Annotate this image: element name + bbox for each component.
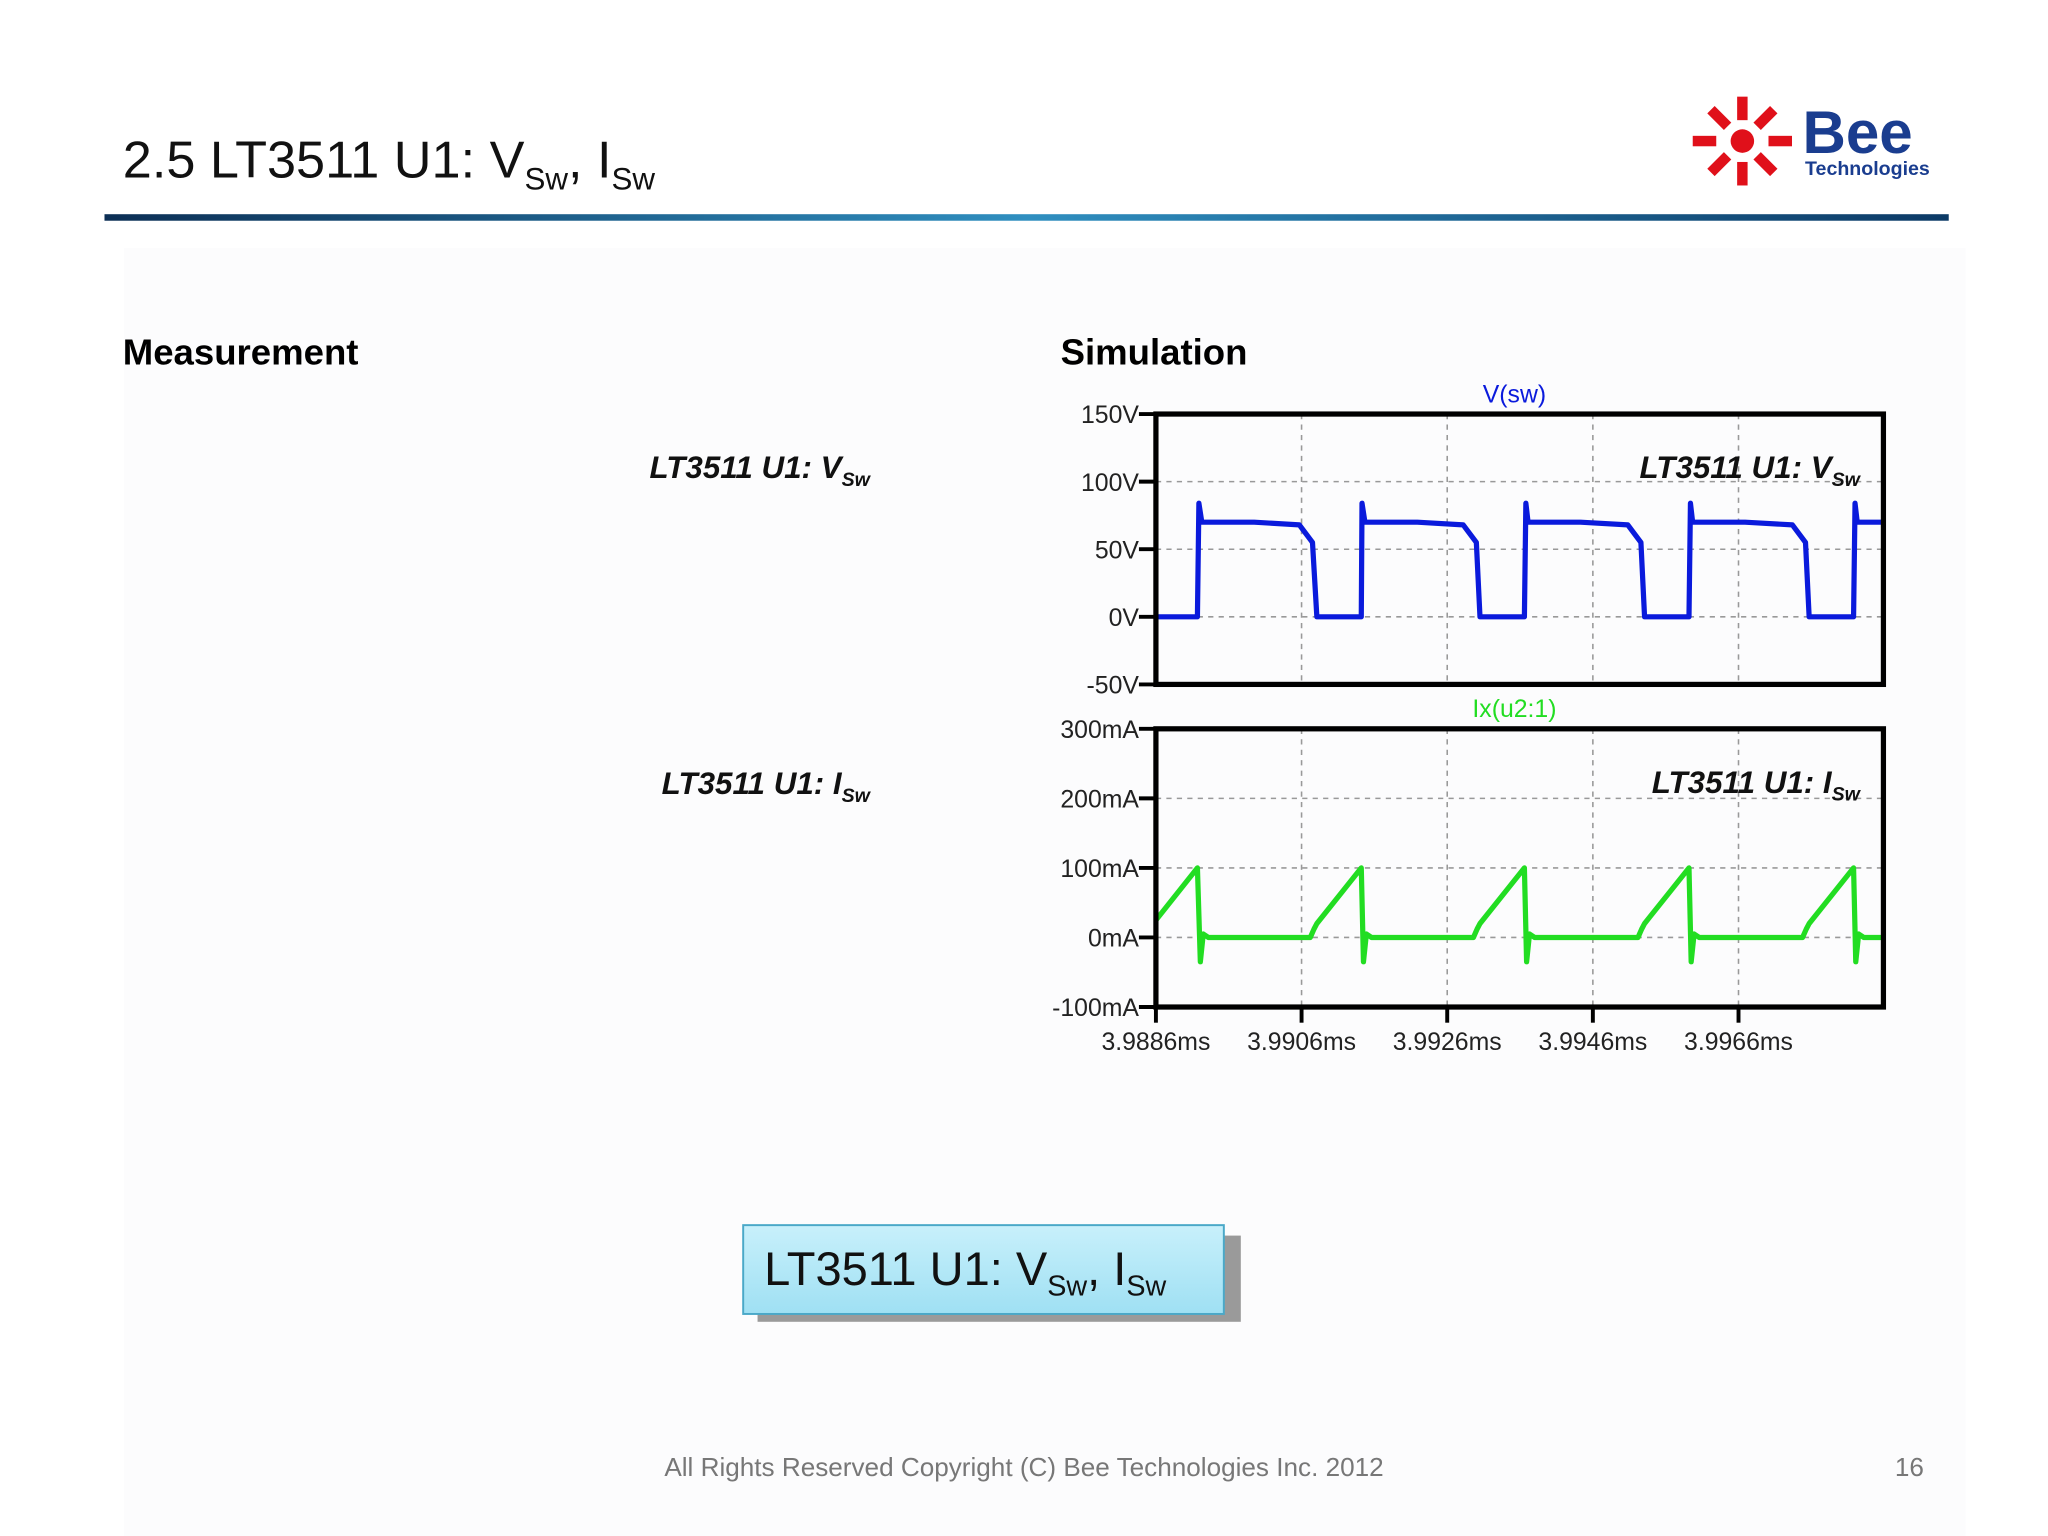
- chart: 150V 100V 50V 0V -50V V(sw) LT3511 U1: VSw: [1081, 381, 1887, 700]
- label-sub: Sw: [842, 469, 872, 491]
- series-label: V(sw): [1483, 381, 1546, 408]
- chart-annotation: LT3511 U1: VSw: [1640, 450, 1862, 491]
- title-rule: [104, 214, 1949, 221]
- y-tick-label: 300mA: [1060, 717, 1139, 744]
- label-text: LT3511 U1: V: [649, 450, 844, 485]
- logo-tagline: Technologies: [1805, 158, 1930, 180]
- annotation-sub: Sw: [1832, 784, 1862, 806]
- y-tick-label: 200mA: [1060, 787, 1139, 814]
- y-tick-label: -50V: [1087, 673, 1140, 700]
- callout-main: LT3511 U1: V: [764, 1242, 1048, 1295]
- logo: [1692, 96, 1792, 186]
- x-tick-label: 3.9966ms: [1684, 1029, 1793, 1056]
- y-tick-label: 0mA: [1088, 926, 1139, 953]
- y-tick-label: 50V: [1095, 537, 1140, 564]
- callout-box: [742, 1224, 1225, 1315]
- section-heading: Simulation: [1061, 331, 1248, 372]
- annotation-text: LT3511 U1: V: [1640, 450, 1835, 485]
- series-line: [1153, 865, 1884, 965]
- y-tick-label: 0V: [1109, 605, 1140, 632]
- series-line: [1155, 500, 1884, 620]
- y-tick-label: 100mA: [1060, 856, 1139, 883]
- callout-sub: Sw: [1126, 1271, 1166, 1303]
- plot-frame: [1153, 726, 1887, 1010]
- label-text: LT3511 U1: I: [662, 766, 843, 801]
- y-tick-label: -100mA: [1052, 995, 1139, 1022]
- title-sub: Sw: [524, 161, 568, 196]
- series-label: Ix(u2:1): [1472, 696, 1556, 723]
- callout-main: , I: [1087, 1242, 1126, 1295]
- logo-star: [1692, 96, 1792, 186]
- annotation-sub: Sw: [1832, 469, 1862, 491]
- callout-text: LT3511 U1: VSw, ISw: [764, 1242, 1166, 1302]
- callout-sub: Sw: [1047, 1271, 1087, 1303]
- y-tick-label: 150V: [1081, 402, 1139, 429]
- slide-title: 2.5 LT3511 U1: VSw, ISw: [123, 132, 656, 197]
- chart-annotation: LT3511 U1: ISw: [1652, 765, 1862, 806]
- x-tick-label: 3.9926ms: [1393, 1029, 1502, 1056]
- title-text: 2.5 LT3511 U1: V: [123, 132, 525, 190]
- x-tick-label: 3.9906ms: [1247, 1029, 1356, 1056]
- label-sub: Sw: [842, 785, 872, 807]
- section-heading: Measurement: [123, 331, 359, 372]
- x-tick-label: 3.9886ms: [1101, 1029, 1210, 1056]
- logo-name: Bee: [1802, 99, 1912, 166]
- y-tick-label: 100V: [1081, 470, 1139, 497]
- measurement-label: LT3511 U1: VSw: [649, 450, 871, 491]
- plot-frame: [1153, 411, 1887, 688]
- title-text: , I: [568, 132, 612, 190]
- chart: 3.9886ms 3.9906ms 3.9926ms 3.9946ms 3.9966ms…: [1052, 696, 1887, 1056]
- annotation-text: LT3511 U1: I: [1652, 765, 1833, 800]
- x-tick-label: 3.9946ms: [1538, 1029, 1647, 1056]
- title-sub: Sw: [612, 161, 656, 196]
- footer-copyright: All Rights Reserved Copyright (C) Bee Te…: [664, 1452, 1383, 1482]
- page-number: 16: [1895, 1452, 1924, 1482]
- measurement-label: LT3511 U1: ISw: [662, 766, 872, 807]
